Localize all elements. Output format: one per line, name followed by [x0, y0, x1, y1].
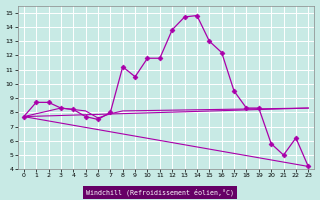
Text: Windchill (Refroidissement éolien,°C): Windchill (Refroidissement éolien,°C): [86, 188, 234, 196]
